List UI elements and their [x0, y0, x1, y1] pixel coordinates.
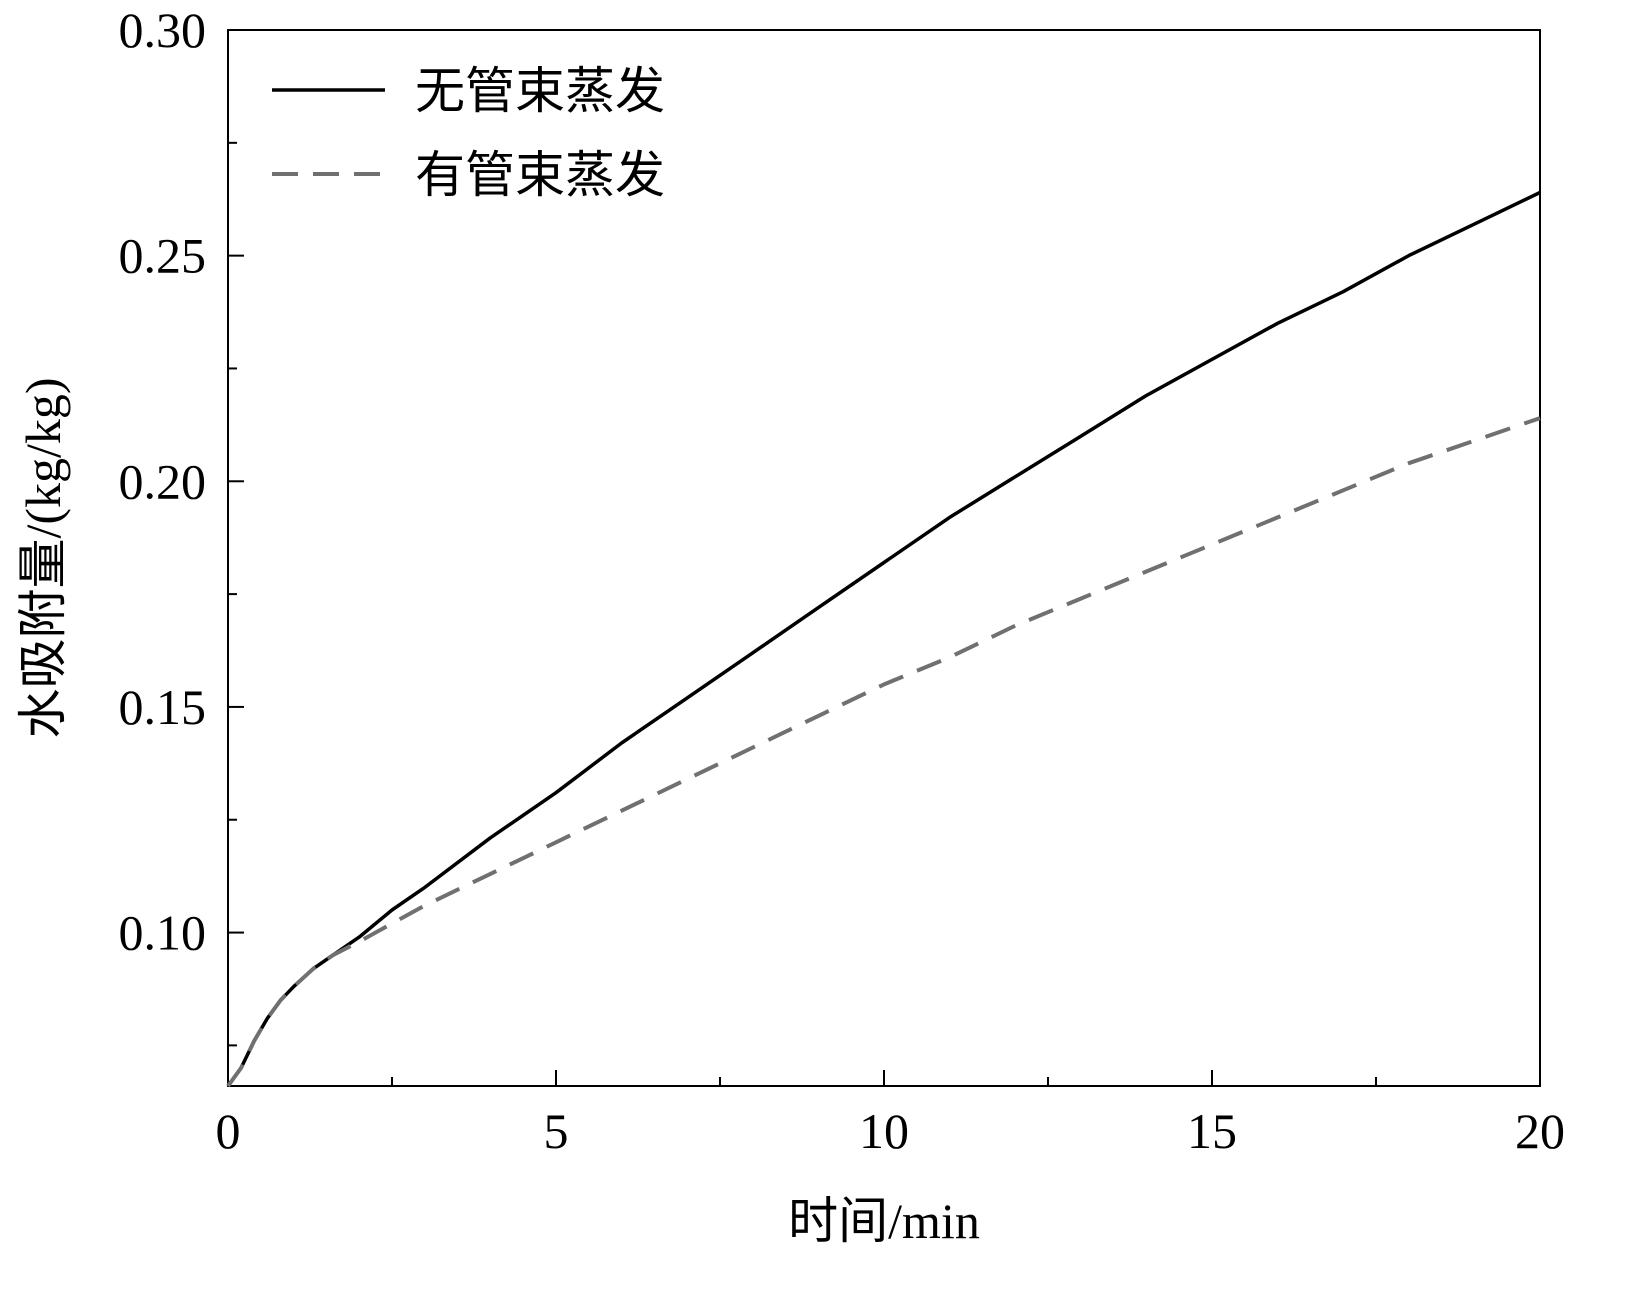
x-axis-label: 时间/min	[788, 1193, 980, 1249]
y-tick-label: 0.15	[119, 679, 207, 735]
y-tick-label: 0.30	[119, 2, 207, 58]
legend-label-1: 无管束蒸发	[415, 63, 665, 119]
y-tick-label: 0.25	[119, 228, 207, 284]
x-tick-label: 15	[1187, 1103, 1237, 1159]
y-tick-label: 0.10	[119, 905, 207, 961]
y-tick-label: 0.20	[119, 453, 207, 509]
series-line-1	[226, 190, 1541, 1088]
y-axis-label: 水吸附量/(kg/kg)	[15, 377, 71, 738]
series-layer	[226, 190, 1541, 1088]
series-line-2	[226, 416, 1541, 1088]
x-tick-label: 0	[216, 1103, 241, 1159]
legend-label-2: 有管束蒸发	[415, 147, 665, 203]
x-tick-label: 5	[544, 1103, 569, 1159]
axis-ticks: 0 5 10 15 20 0.10 0.15 0.20 0.25 0.30	[119, 2, 1566, 1159]
x-tick-label: 20	[1515, 1103, 1565, 1159]
x-tick-label: 10	[859, 1103, 909, 1159]
